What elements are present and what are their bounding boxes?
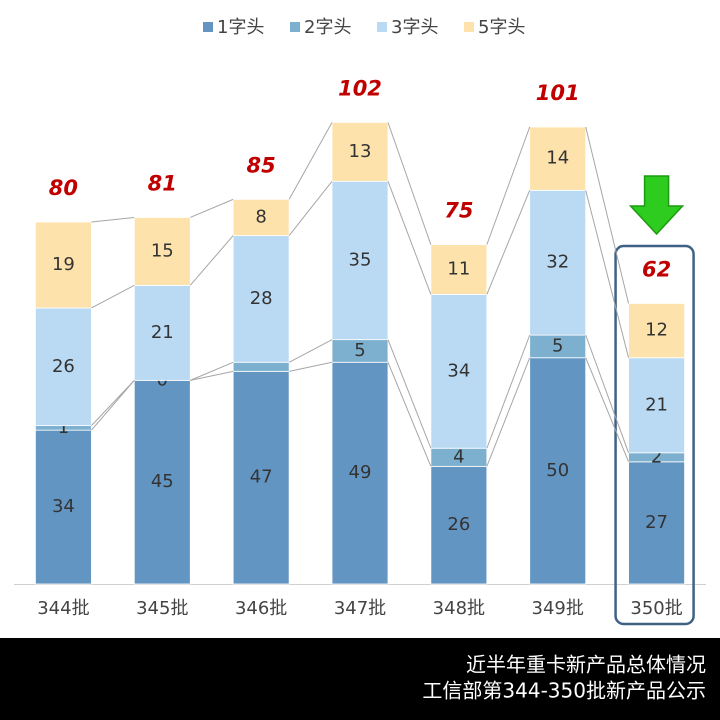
bar-segment <box>331 180 389 341</box>
value-label: 1 <box>58 417 69 438</box>
connector <box>288 122 333 200</box>
value-label: 4 <box>453 446 464 467</box>
value-label: 34 <box>52 496 75 517</box>
legend-swatch <box>290 22 300 32</box>
value-label: 32 <box>546 252 569 273</box>
value-label: 21 <box>645 394 668 415</box>
bar-segment <box>628 357 685 454</box>
bar-segment <box>430 465 488 585</box>
bar-segment <box>232 361 290 372</box>
connector <box>91 284 135 309</box>
total-label: 81 <box>148 171 177 195</box>
total-label: 80 <box>49 176 78 200</box>
connector <box>91 380 135 431</box>
connector <box>190 370 234 381</box>
total-label: 75 <box>444 199 473 223</box>
value-label: 45 <box>151 471 174 492</box>
value-label: 15 <box>151 240 174 261</box>
legend-label: 5字头 <box>478 17 525 38</box>
connector <box>486 334 531 449</box>
bar-segment <box>133 217 191 286</box>
footer-line: 工信部第344-350批新产品公示 <box>422 679 706 703</box>
value-label: 27 <box>645 512 668 533</box>
connector <box>190 361 234 381</box>
bar-segment <box>529 189 587 336</box>
connector <box>387 339 432 449</box>
bar-segment <box>529 357 587 585</box>
connector <box>387 122 432 245</box>
value-label: 12 <box>645 320 668 341</box>
total-label: 101 <box>536 81 580 105</box>
bar-segment <box>35 307 92 427</box>
x-tick-label: 345批 <box>136 598 188 619</box>
bar-segment <box>232 198 290 236</box>
total-label: 62 <box>642 257 671 281</box>
value-label: 2 <box>651 446 662 467</box>
connector <box>486 357 531 467</box>
value-label: 47 <box>250 467 273 488</box>
bar-segment <box>430 244 488 295</box>
legend-label: 2字头 <box>304 17 351 38</box>
bar-segment <box>232 235 290 363</box>
total-label: 102 <box>338 76 382 100</box>
bar-segment <box>628 303 685 359</box>
x-tick-label: 348批 <box>433 598 485 619</box>
x-tick-label: 350批 <box>630 598 682 619</box>
connector <box>91 380 135 426</box>
x-tick-label: 347批 <box>334 598 386 619</box>
bar-segment <box>35 221 92 309</box>
footer-band <box>0 638 720 720</box>
value-label: 26 <box>52 356 75 377</box>
connector <box>288 180 333 236</box>
x-tick-label: 346批 <box>235 598 287 619</box>
legend-label: 1字头 <box>217 17 264 38</box>
value-label: 26 <box>447 514 470 535</box>
bar-segment <box>430 293 488 449</box>
connector <box>585 334 630 453</box>
connector <box>585 190 630 358</box>
bar-segment <box>628 461 685 585</box>
connector <box>585 126 630 304</box>
value-label: 19 <box>52 254 75 275</box>
highlight-arrow <box>628 175 685 236</box>
value-label: 14 <box>546 148 569 169</box>
bar-segment <box>331 122 389 182</box>
bar-segment <box>133 379 191 585</box>
value-label: 5 <box>552 335 563 356</box>
connector <box>190 198 234 218</box>
connector <box>288 339 333 363</box>
bar-segment <box>529 126 587 191</box>
connector <box>387 181 432 295</box>
legend-swatch <box>203 22 213 32</box>
legend-label: 3字头 <box>391 17 438 38</box>
x-tick-label: 349批 <box>532 598 584 619</box>
connector <box>387 362 432 467</box>
connector <box>486 190 531 295</box>
value-label: 50 <box>546 460 569 481</box>
legend-swatch <box>377 22 387 32</box>
legend-swatch <box>464 22 474 32</box>
value-label: 35 <box>349 249 372 270</box>
value-label: 13 <box>349 141 372 162</box>
value-label: 28 <box>250 288 273 309</box>
connector <box>189 235 234 286</box>
bar-segment <box>232 370 290 585</box>
x-tick-label: 344批 <box>37 598 89 619</box>
connector <box>289 361 333 372</box>
highlight-box <box>614 244 695 626</box>
value-label: 21 <box>151 322 174 343</box>
value-label: 5 <box>354 340 365 361</box>
total-label: 85 <box>247 153 276 177</box>
connector <box>486 126 531 245</box>
connector <box>91 216 135 223</box>
bar-segment <box>35 429 92 585</box>
value-label: 49 <box>349 462 372 483</box>
footer-line: 近半年重卡新产品总体情况 <box>466 653 706 677</box>
value-label: 8 <box>255 206 266 227</box>
value-label: 34 <box>447 360 470 381</box>
value-label: 11 <box>447 259 470 280</box>
connector <box>585 357 630 463</box>
